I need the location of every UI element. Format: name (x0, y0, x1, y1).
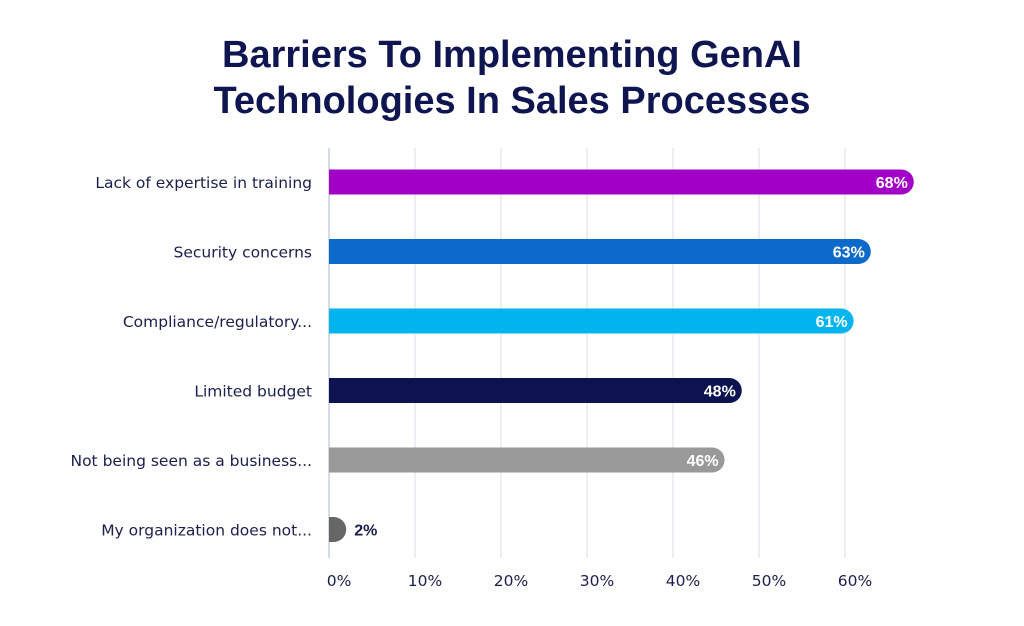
chart-title: Barriers To Implementing GenAI Technolog… (0, 32, 1024, 124)
category-label: Lack of expertise in training (95, 174, 312, 192)
value-label: 2% (354, 523, 377, 540)
chart-title-line-1: Barriers To Implementing GenAI (222, 34, 802, 76)
bar (329, 378, 742, 403)
bar (329, 238, 871, 264)
category-label: My organization does not... (101, 522, 312, 540)
category-label: Limited budget (194, 383, 312, 401)
bar (329, 447, 725, 473)
bar (329, 517, 347, 542)
value-label: 46% (687, 453, 719, 470)
value-label: 48% (704, 384, 736, 401)
bar (329, 308, 854, 334)
value-label: 63% (833, 245, 865, 262)
x-tick-label: 30% (580, 572, 614, 590)
x-tick-label: 60% (838, 572, 872, 590)
value-label: 68% (876, 175, 908, 192)
x-tick-label: 20% (494, 572, 528, 590)
x-tick-label: 10% (408, 572, 442, 590)
x-tick-label: 50% (752, 572, 786, 590)
x-tick-label: 0% (327, 572, 352, 590)
category-label: Not being seen as a business... (70, 452, 312, 470)
category-label: Security concerns (174, 244, 312, 262)
category-label: Compliance/regulatory... (123, 313, 312, 331)
x-tick-label: 40% (666, 572, 700, 590)
chart-title-line-2: Technologies In Sales Processes (213, 80, 811, 122)
value-label: 61% (816, 314, 848, 331)
bar (329, 169, 914, 195)
